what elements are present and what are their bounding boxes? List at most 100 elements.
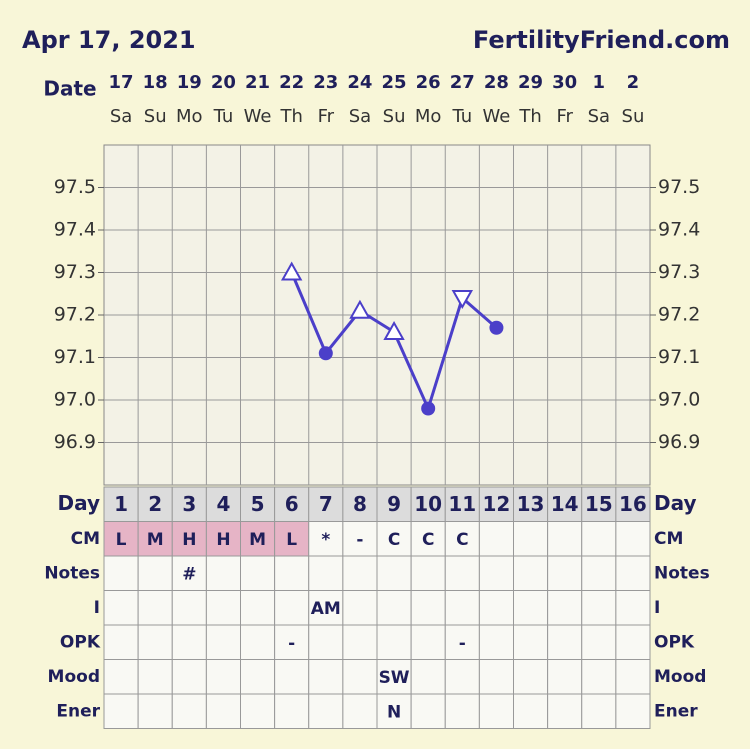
cell-value: C [456, 530, 468, 550]
row-label-right: Mood [654, 667, 706, 687]
temperature-point [383, 320, 405, 340]
table-cell [513, 521, 549, 557]
cell-value: 15 [585, 492, 613, 516]
cell-value: - [356, 530, 363, 550]
weekday-label: Tu [213, 106, 234, 127]
y-tick-label: 97.2 [54, 304, 96, 326]
table-cell [103, 624, 139, 660]
row-label-right: I [654, 598, 660, 618]
table-cell [581, 693, 617, 729]
row-label: Day [57, 491, 100, 515]
table-cell [376, 624, 412, 660]
table-cell [171, 486, 207, 522]
table-cell [205, 693, 241, 729]
table-cell [615, 624, 651, 660]
table-cell [478, 659, 514, 695]
table-cell [103, 693, 139, 729]
date-label: 27 [450, 72, 475, 93]
table-cell [274, 659, 310, 695]
temperature-point [489, 320, 504, 335]
cell-value: M [147, 530, 164, 550]
row-label-right: CM [654, 529, 683, 549]
table-cell [615, 659, 651, 695]
table-cell [444, 659, 480, 695]
table-cell [103, 486, 139, 522]
date-label: 26 [416, 72, 441, 93]
date-label: 17 [109, 72, 134, 93]
table-cell [205, 659, 241, 695]
cell-value: - [459, 633, 466, 653]
table-cell [240, 693, 276, 729]
row-label-right: Notes [654, 563, 710, 583]
table-cell [137, 624, 173, 660]
row-label: Notes [44, 563, 100, 583]
cell-value: 13 [517, 492, 545, 516]
date-label: 19 [177, 72, 202, 93]
cell-value: 8 [353, 492, 367, 516]
table-cell [444, 555, 480, 591]
y-tick-label: 97.4 [54, 219, 96, 241]
table-cell [410, 521, 446, 557]
table-cell [103, 590, 139, 626]
y-tick-label: 97.3 [54, 261, 96, 283]
row-label: CM [71, 529, 100, 549]
date-label: 29 [518, 72, 543, 93]
y-tick-label-right: 97.0 [658, 389, 700, 411]
cell-value: 16 [619, 492, 647, 516]
temperature-point [318, 346, 333, 361]
y-tick-label: 97.5 [54, 176, 96, 198]
table-cell [342, 521, 378, 557]
y-tick-label-right: 97.2 [658, 304, 700, 326]
table-cell [581, 590, 617, 626]
date-label: 22 [279, 72, 304, 93]
table-cell [376, 693, 412, 729]
cell-value: - [288, 633, 295, 653]
table-cell [342, 624, 378, 660]
weekday-label: Su [144, 106, 167, 127]
table-cell [615, 555, 651, 591]
table-cell [137, 590, 173, 626]
row-label: Mood [48, 667, 100, 687]
table-cell [478, 486, 514, 522]
table-cell [240, 624, 276, 660]
table-cell [581, 555, 617, 591]
table-cell [274, 590, 310, 626]
table-cell [103, 555, 139, 591]
table-cell [171, 590, 207, 626]
table-cell [615, 486, 651, 522]
cell-value: C [422, 530, 434, 550]
table-cell [308, 486, 344, 522]
weekday-label: Tu [451, 106, 472, 127]
table-cell [171, 659, 207, 695]
cell-value: 11 [448, 492, 476, 516]
table-cell [410, 590, 446, 626]
table-cell [547, 590, 583, 626]
weekday-label: We [483, 106, 511, 127]
table-cell [342, 590, 378, 626]
table-cell [615, 693, 651, 729]
row-label: OPK [60, 632, 101, 652]
table-cell [478, 590, 514, 626]
cell-value: 10 [414, 492, 442, 516]
table-cell [308, 693, 344, 729]
cell-value: L [286, 530, 297, 550]
cell-value: C [388, 530, 400, 550]
weekday-label: Fr [318, 106, 335, 127]
table-cell [478, 555, 514, 591]
date-label: Date [43, 77, 96, 101]
table-cell [240, 590, 276, 626]
site-name: FertilityFriend.com [473, 26, 730, 54]
table-cell [205, 555, 241, 591]
date-label: 23 [313, 72, 338, 93]
weekday-label: Th [279, 106, 302, 127]
weekday-label: Su [622, 106, 645, 127]
table-cell [342, 486, 378, 522]
date-label: 30 [552, 72, 577, 93]
table-cell [444, 590, 480, 626]
weekday-label: We [244, 106, 272, 127]
table-cell [171, 624, 207, 660]
cell-value: SW [379, 668, 410, 688]
table-cell [308, 624, 344, 660]
table-cell [547, 693, 583, 729]
table-cell [410, 659, 446, 695]
